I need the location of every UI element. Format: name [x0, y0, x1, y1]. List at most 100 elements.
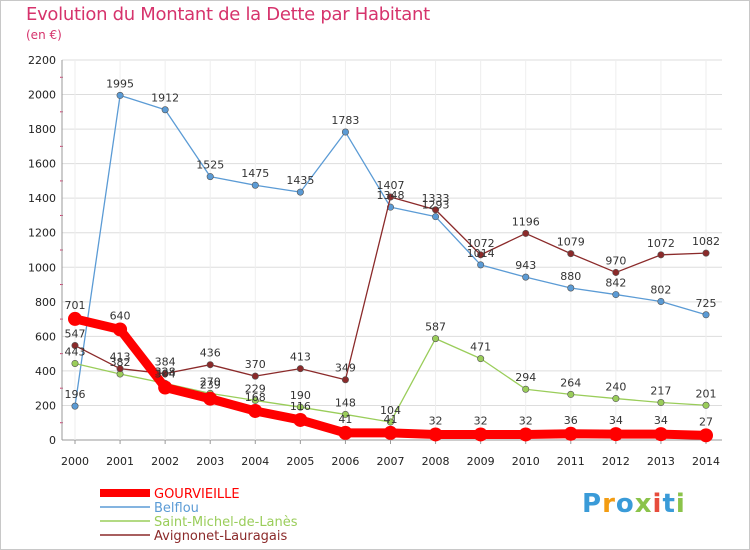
data-label: 36 [564, 414, 578, 427]
data-point [116, 91, 124, 99]
y-tick-label: 800 [35, 296, 56, 309]
data-label: 640 [110, 309, 131, 322]
x-tick-label: 2009 [467, 455, 495, 468]
x-tick-label: 2006 [331, 455, 359, 468]
data-label: 1082 [692, 235, 720, 248]
data-point [71, 359, 79, 367]
data-label: 1293 [422, 199, 450, 212]
y-tick-label: 0 [49, 434, 56, 447]
data-point [341, 410, 349, 418]
data-point [338, 425, 353, 440]
y-tick-label: 400 [35, 365, 56, 378]
data-point [522, 229, 530, 237]
data-point [563, 426, 578, 441]
data-label: 413 [110, 351, 131, 364]
data-point [161, 106, 169, 114]
data-label: 587 [425, 321, 446, 334]
x-tick-label: 2010 [512, 455, 540, 468]
data-point [518, 427, 533, 442]
data-point [296, 188, 304, 196]
data-point [341, 376, 349, 384]
logo-letter: i [652, 489, 663, 519]
x-tick-label: 2012 [602, 455, 630, 468]
y-tick-label: 1600 [28, 158, 56, 171]
data-point [522, 385, 530, 393]
data-label: 349 [335, 362, 356, 375]
data-label: 547 [65, 328, 86, 341]
data-point [657, 399, 665, 407]
data-label: 1995 [106, 77, 134, 90]
data-label: 880 [560, 270, 581, 283]
data-label: 270 [200, 375, 221, 388]
y-tick-label: 2200 [28, 54, 56, 67]
logo-letter: o [615, 489, 635, 519]
x-tick-label: 2001 [106, 455, 134, 468]
logo-letter: t [662, 489, 676, 519]
x-tick-label: 2014 [692, 455, 720, 468]
data-point [341, 128, 349, 136]
data-label: 168 [245, 391, 266, 404]
legend-entry: Belflou [154, 501, 199, 516]
data-label: 725 [696, 297, 717, 310]
data-point [251, 372, 259, 380]
y-tick-label: 600 [35, 330, 56, 343]
data-point [477, 251, 485, 259]
data-point [113, 322, 128, 337]
data-label: 1196 [512, 215, 540, 228]
data-point [702, 401, 710, 409]
data-point [432, 213, 440, 221]
data-point [206, 361, 214, 369]
logo-letter: r [602, 489, 616, 519]
data-point [432, 335, 440, 343]
data-point [251, 181, 259, 189]
x-tick-label: 2013 [647, 455, 675, 468]
data-label: 1783 [331, 114, 359, 127]
data-point [653, 427, 668, 442]
data-point [699, 428, 713, 443]
y-tick-label: 2000 [28, 89, 56, 102]
data-label: 701 [65, 299, 86, 312]
data-point [608, 427, 623, 442]
data-point [567, 390, 575, 398]
data-point [657, 251, 665, 259]
data-label: 27 [699, 415, 713, 428]
data-point [477, 261, 485, 269]
data-point [612, 291, 620, 299]
data-label: 1525 [196, 159, 224, 172]
data-point [116, 365, 124, 373]
data-label: 443 [65, 345, 86, 358]
data-label: 384 [155, 356, 176, 369]
data-label: 264 [560, 376, 581, 389]
data-label: 229 [245, 382, 266, 395]
data-label: 304 [155, 367, 176, 380]
legend-entry: Avignonet-Lauragais [154, 529, 287, 544]
data-point [657, 297, 665, 305]
x-tick-label: 2000 [61, 455, 89, 468]
data-label: 201 [696, 387, 717, 400]
data-point [386, 418, 394, 426]
x-tick-label: 2002 [151, 455, 179, 468]
legend-entry: Saint-Michel-de-Lanès [154, 515, 298, 530]
data-point [567, 250, 575, 258]
data-label: 32 [429, 414, 443, 427]
data-label: 104 [380, 404, 401, 417]
chart-title: Evolution du Montant de la Dette par Hab… [26, 4, 430, 25]
data-point [68, 311, 82, 326]
data-label: 1407 [377, 179, 405, 192]
data-label: 943 [515, 259, 536, 272]
data-label: 1072 [467, 237, 495, 250]
data-label: 239 [200, 379, 221, 392]
data-point [251, 396, 259, 404]
data-point [612, 395, 620, 403]
data-label: 842 [605, 277, 626, 290]
data-label: 41 [384, 413, 398, 426]
data-label: 1014 [467, 247, 495, 260]
plot-area [62, 60, 722, 440]
data-point [248, 403, 263, 418]
data-label: 370 [245, 358, 266, 371]
x-tick-label: 2008 [422, 455, 450, 468]
data-label: 382 [110, 356, 131, 369]
data-point [158, 380, 173, 395]
data-point [383, 425, 398, 440]
